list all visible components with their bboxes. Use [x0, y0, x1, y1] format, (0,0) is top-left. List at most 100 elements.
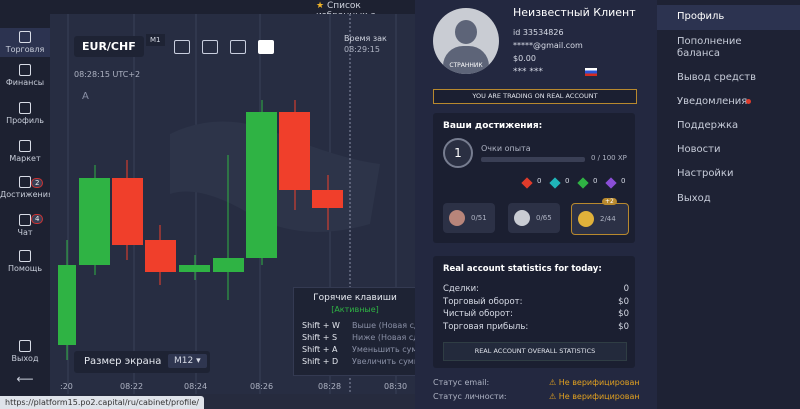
- stat-value: $0: [618, 309, 629, 319]
- menu-item[interactable]: Уведомления: [677, 96, 748, 107]
- hotkey: Shift + A: [302, 345, 338, 354]
- stat-label: Торговая прибыль:: [443, 321, 529, 332]
- verification-value: Не верифицирован: [558, 378, 640, 387]
- gem-icon: [605, 177, 617, 189]
- nav-label: Достижения: [0, 190, 53, 199]
- time-tick: 08:26: [250, 382, 274, 391]
- verification-label: Статус email:: [433, 378, 490, 387]
- nav-item[interactable]: Достижения: [0, 176, 53, 199]
- xp-bar: [481, 157, 585, 162]
- tool-icon[interactable]: [230, 40, 246, 54]
- achievements-card: Ваши достижения: 1 Очки опыта 0 / 100 XP…: [433, 113, 635, 243]
- xp: 0 / 100 XP: [591, 154, 627, 162]
- stat-value: $0: [618, 296, 629, 307]
- nav-label: Чат: [17, 228, 33, 237]
- chest[interactable]: 0/65: [508, 203, 560, 233]
- nav-label: Финансы: [5, 78, 45, 87]
- profile-menu: Профиль Пополнение баланса Вывод средств…: [657, 0, 800, 409]
- gem-icon: [521, 177, 533, 189]
- hotkey-keys: Shift + W Shift + S Shift + A Shift + D: [302, 320, 340, 368]
- sidebar: Торговля Финансы Профиль Маркет Достижен…: [0, 0, 53, 409]
- asset-selector[interactable]: EUR/CHF: [74, 36, 144, 57]
- timeframe[interactable]: M1: [146, 34, 165, 46]
- user-name: Неизвестный Клиент: [513, 6, 636, 19]
- collapse[interactable]: ⟵: [16, 372, 34, 386]
- nav-label: Помощь: [7, 264, 43, 273]
- user-balance: $0.00: [513, 54, 536, 63]
- asset: EUR/CHF: [82, 40, 136, 53]
- chart-area: EUR/CHF M1 08:28:15 UTC+2 A Время зак 08…: [50, 14, 417, 394]
- hotkey: Shift + D: [302, 357, 339, 366]
- level: 1: [443, 138, 473, 168]
- hotkeys-panel: Горячие клавиши [Активные] Shift + W Shif…: [293, 287, 417, 376]
- stats-card: Real account statistics for today: Сделк…: [433, 256, 635, 368]
- verification-value: Не верифицирован: [558, 392, 640, 401]
- stats-button[interactable]: REAL ACCOUNT OVERALL STATISTICS: [443, 342, 627, 361]
- stats-labels: Сделки: Торговый оборот: Чистый оборот: Тор…: [443, 283, 528, 333]
- timeframe-label: M1: [150, 36, 161, 44]
- xp-label: Очки опыта: [481, 144, 531, 153]
- stat-label: Чистый оборот:: [443, 309, 513, 319]
- menu-active: [657, 5, 800, 30]
- account-banner: YOU ARE TRADING ON REAL ACCOUNT: [433, 89, 637, 104]
- tool-icon[interactable]: [174, 40, 190, 54]
- top-bar: ★ Список избранных а: [0, 0, 415, 21]
- time-tick: 08:22: [120, 382, 144, 391]
- tool-icon[interactable]: [202, 40, 218, 54]
- nav-item[interactable]: Финансы: [0, 64, 50, 87]
- hotkey-actions: Выше (Новая сд Ниже (Новая сд Уменьшить су…: [352, 320, 416, 368]
- hotkey-action: Уменьшить сумм: [352, 345, 416, 354]
- hotkeys-status: [Активные]: [331, 305, 379, 314]
- menu-item[interactable]: Выход: [677, 193, 711, 204]
- nav-item[interactable]: Чат: [0, 214, 50, 237]
- avatar-label: СТРАННИК: [449, 62, 483, 69]
- hotkey-action: Выше (Новая сд: [352, 321, 416, 330]
- nav-item[interactable]: Выход: [0, 340, 50, 363]
- chest-count: 0/65: [536, 214, 552, 222]
- screen-size-select[interactable]: M12 ▾: [168, 354, 207, 368]
- nav-item[interactable]: Помощь: [0, 250, 50, 273]
- gem-count: 0: [621, 177, 626, 185]
- nav-item[interactable]: Торговля: [0, 28, 50, 57]
- notification-dot: [746, 99, 751, 104]
- chest-bonus: +2: [602, 198, 617, 205]
- flag: [585, 68, 597, 76]
- layout-icon[interactable]: [258, 40, 274, 54]
- nav-label: Выход: [11, 354, 39, 363]
- menu-item[interactable]: Вывод средств: [677, 72, 756, 83]
- nav-label: Профиль: [6, 116, 44, 125]
- menu-item[interactable]: Настройки: [677, 168, 734, 179]
- avatar[interactable]: СТРАННИК: [433, 8, 499, 74]
- nav-item[interactable]: Профиль: [0, 102, 50, 125]
- nav-item[interactable]: Маркет: [0, 140, 50, 163]
- hotkeys-title: Горячие клавиши: [313, 293, 397, 303]
- status-url: https://platform15.po2.capital/ru/cabine…: [0, 396, 204, 409]
- chest[interactable]: 0/51: [443, 203, 495, 233]
- hotkey: Shift + S: [302, 333, 338, 342]
- expiry-label: Время зак: [344, 34, 387, 43]
- server-time: 08:28:15 UTC+2: [74, 70, 141, 79]
- achievements-title: Ваши достижения:: [443, 121, 543, 131]
- screen-size-value: M12: [174, 356, 194, 366]
- candle-set: [58, 100, 343, 360]
- badge: 2: [31, 178, 44, 188]
- stats-values: 0 $0 $0 $0: [618, 283, 629, 333]
- menu-item[interactable]: Поддержка: [677, 120, 739, 131]
- nav-label: Торговля: [5, 45, 45, 54]
- stats-title: Real account statistics for today:: [443, 264, 602, 274]
- menu-item[interactable]: Новости: [677, 144, 721, 155]
- menu-item[interactable]: Пополнение баланса: [677, 36, 742, 59]
- menu-item[interactable]: Профиль: [677, 11, 725, 22]
- chest[interactable]: 2/44 +2: [571, 198, 629, 235]
- stat-label: Сделки:: [443, 284, 479, 294]
- hotkey-action: Ниже (Новая сд: [352, 333, 416, 342]
- time-tick: 08:30: [384, 382, 408, 391]
- stat-label: Торговый оборот:: [443, 296, 523, 307]
- gem-icon: [549, 177, 561, 189]
- hotkey-action: Увеличить сумм: [352, 357, 416, 366]
- verification-labels: Статус email: Статус личности:: [433, 376, 507, 404]
- time-tick: 08:24: [184, 382, 208, 391]
- drawing-marker: A: [82, 91, 89, 102]
- expiry-time: 08:29:15: [344, 45, 380, 54]
